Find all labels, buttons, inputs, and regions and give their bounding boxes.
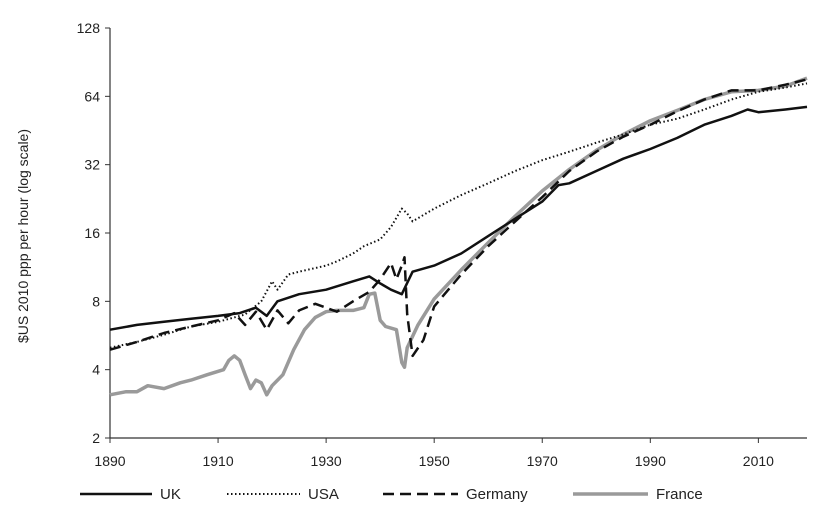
y-tick-label: 32 (84, 157, 100, 173)
x-tick-label: 1930 (311, 453, 342, 469)
x-tick-label: 1990 (635, 453, 666, 469)
series-lines (109, 76, 808, 397)
x-tick-label: 1890 (94, 453, 125, 469)
y-axis-title: $US 2010 ppp per hour (log scale) (15, 129, 31, 343)
y-tick-label: 16 (84, 225, 100, 241)
legend-label-usa: USA (308, 486, 339, 503)
legend-label-france: France (656, 486, 703, 503)
y-tick-label: 2 (92, 430, 100, 446)
legend-label-germany: Germany (466, 486, 528, 503)
y-tick-label: 64 (84, 88, 100, 104)
x-tick-label: 1910 (202, 453, 233, 469)
x-tick-label: 1970 (527, 453, 558, 469)
series-line-usa (109, 82, 808, 349)
y-tick-label: 8 (92, 293, 100, 309)
axes (105, 27, 807, 443)
tick-labels: 2 4 8 16 32 64 128 1890 1910 1930 1950 1970 1990 2010 (77, 20, 775, 469)
x-tick-label: 2010 (743, 453, 774, 469)
series-line-uk (109, 105, 808, 331)
legend: UK USA Germany France (80, 486, 703, 503)
legend-label-uk: UK (160, 486, 181, 503)
y-tick-label: 4 (92, 362, 100, 378)
y-tick-label: 128 (77, 20, 101, 36)
x-tick-label: 1950 (419, 453, 450, 469)
series-line-germany (109, 78, 808, 358)
